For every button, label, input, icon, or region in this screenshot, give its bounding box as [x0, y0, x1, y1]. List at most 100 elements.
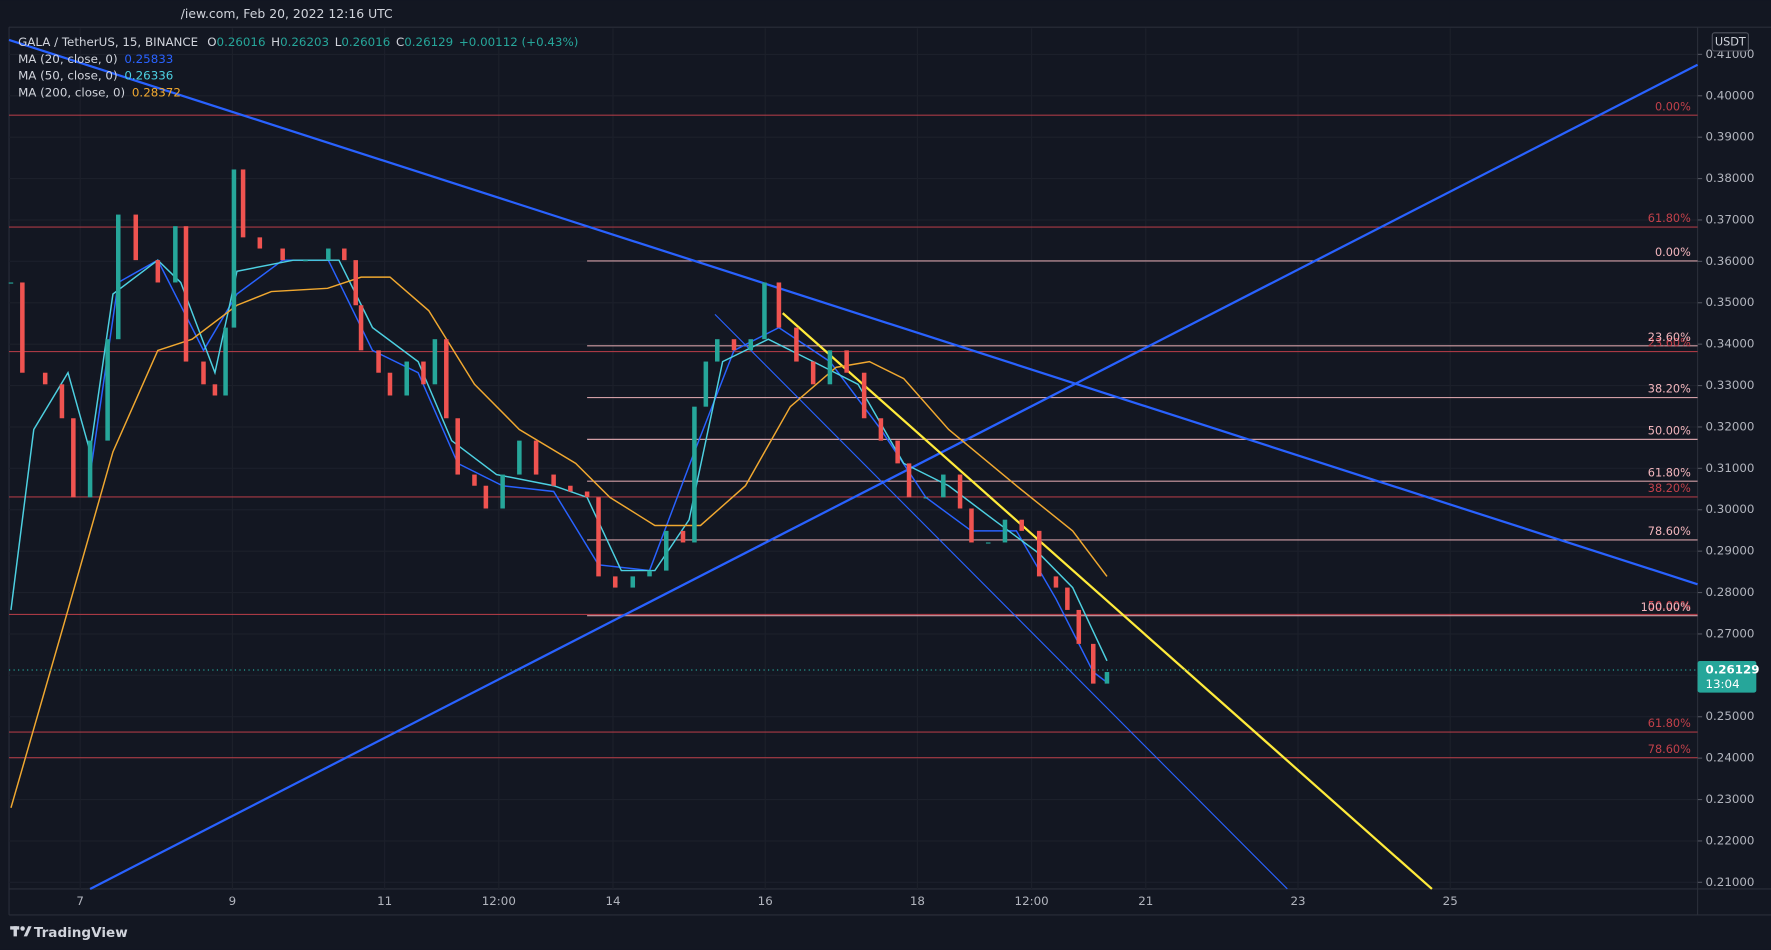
- candle: [664, 530, 669, 571]
- candle: [941, 474, 946, 498]
- legend-name: MA (200, close, 0): [18, 85, 125, 99]
- candle: [105, 339, 110, 441]
- moving-average: [10, 276, 1108, 809]
- candle: [421, 361, 426, 385]
- logo: [10, 926, 32, 937]
- candle: [1019, 519, 1024, 531]
- candle: [472, 474, 477, 486]
- candle: [844, 350, 849, 373]
- fib-label: 78.60%: [1648, 743, 1691, 756]
- x-tick-label: 9: [229, 894, 237, 908]
- labels: 0.410000.400000.390000.380000.370000.360…: [18, 34, 1759, 908]
- candle: [353, 260, 358, 306]
- candle: [596, 497, 601, 577]
- x-tick-label: 12:00: [482, 894, 516, 908]
- fib-label: 78.60%: [1648, 525, 1691, 538]
- y-tick-label: 0.30000: [1705, 502, 1754, 516]
- x-tick-label: 25: [1443, 894, 1458, 908]
- candle: [957, 474, 963, 509]
- legend-symbol-line: GALA / TetherUS, 15, BINANCE O0.26016 H0.2…: [18, 34, 578, 48]
- fib-label: 50.00%: [1648, 600, 1691, 613]
- candle: [1053, 576, 1059, 588]
- candle: [342, 248, 347, 261]
- candle: [201, 361, 206, 385]
- candle: [240, 169, 246, 238]
- x-tick-label: 11: [377, 894, 392, 908]
- candle: [731, 339, 737, 351]
- candle: [715, 339, 720, 362]
- change: +0.00112 (+0.43%): [459, 34, 578, 48]
- candle: [680, 530, 686, 543]
- candle: [1036, 530, 1042, 577]
- candle: [895, 440, 900, 464]
- candle: [231, 169, 237, 328]
- brand[interactable]: TradingView: [34, 925, 128, 941]
- legend-entry[interactable]: MA (50, close, 0) 0.26336: [18, 68, 173, 82]
- x-tick-label: 23: [1290, 894, 1305, 908]
- x-tick-label: 16: [758, 894, 773, 908]
- fib-label: 100.00%: [1641, 601, 1691, 614]
- candle: [1090, 643, 1096, 684]
- candle: [762, 282, 767, 340]
- candle: [533, 440, 539, 475]
- y-tick-label: 0.29000: [1705, 544, 1754, 558]
- y-tick-label: 0.34000: [1705, 337, 1754, 351]
- candle: [212, 384, 218, 396]
- ohlc-key: L: [335, 34, 342, 48]
- candle: [223, 327, 228, 396]
- candle: [748, 339, 754, 351]
- y-tick-label: 0.36000: [1705, 254, 1754, 268]
- candle: [1002, 519, 1008, 543]
- candle: [42, 372, 48, 385]
- candle: [183, 226, 189, 362]
- candle: [59, 384, 65, 419]
- legend-entry[interactable]: MA (200, close, 0) 0.28372: [18, 85, 181, 99]
- candle: [376, 350, 381, 373]
- countdown: 13:04: [1705, 677, 1739, 691]
- candle: [794, 327, 799, 362]
- candle: [776, 282, 782, 328]
- ohlc-value: 0.26016: [217, 34, 266, 48]
- candle: [703, 361, 709, 407]
- legend-name: MA (50, close, 0): [18, 68, 118, 82]
- fib-label: 38.20%: [1648, 482, 1691, 495]
- top-bar-text: /iew.com, Feb 20, 2022 12:16 UTC: [181, 6, 393, 21]
- candle: [280, 248, 285, 261]
- trend-line: [8, 38, 1698, 586]
- currency-box[interactable]: [1711, 32, 1749, 52]
- candle: [906, 463, 912, 498]
- ohlc-value: 0.26203: [280, 34, 329, 48]
- candle: [551, 474, 556, 486]
- candle: [444, 339, 449, 419]
- candle: [568, 485, 573, 492]
- candle: [500, 474, 505, 509]
- y-tick-label: 0.37000: [1705, 212, 1754, 226]
- ohlc-value: 0.26016: [341, 34, 390, 48]
- candle: [71, 418, 76, 498]
- candle: [303, 260, 308, 262]
- fib-label: 61.80%: [1648, 212, 1691, 225]
- y-tick-label: 0.22000: [1705, 833, 1754, 847]
- candle: [630, 576, 636, 588]
- candle: [985, 542, 991, 544]
- candle: [861, 372, 867, 419]
- candle: [692, 406, 697, 543]
- legend-entry[interactable]: MA (20, close, 0) 0.25833: [18, 51, 173, 65]
- y-tick-label: 0.33000: [1705, 378, 1754, 392]
- candle: [923, 497, 929, 499]
- candle: [1076, 609, 1082, 644]
- fib-label: 23.60%: [1648, 331, 1691, 344]
- legend-value: 0.28372: [132, 85, 181, 99]
- candle: [387, 372, 393, 396]
- candle: [404, 361, 409, 396]
- currency[interactable]: USDT: [1715, 35, 1746, 48]
- legend-name: MA (20, close, 0): [18, 51, 118, 65]
- y-tick-label: 0.31000: [1705, 461, 1754, 475]
- candle: [827, 350, 833, 385]
- candle: [647, 570, 652, 577]
- y-tick-label: 0.23000: [1705, 792, 1754, 806]
- candle: [173, 226, 178, 283]
